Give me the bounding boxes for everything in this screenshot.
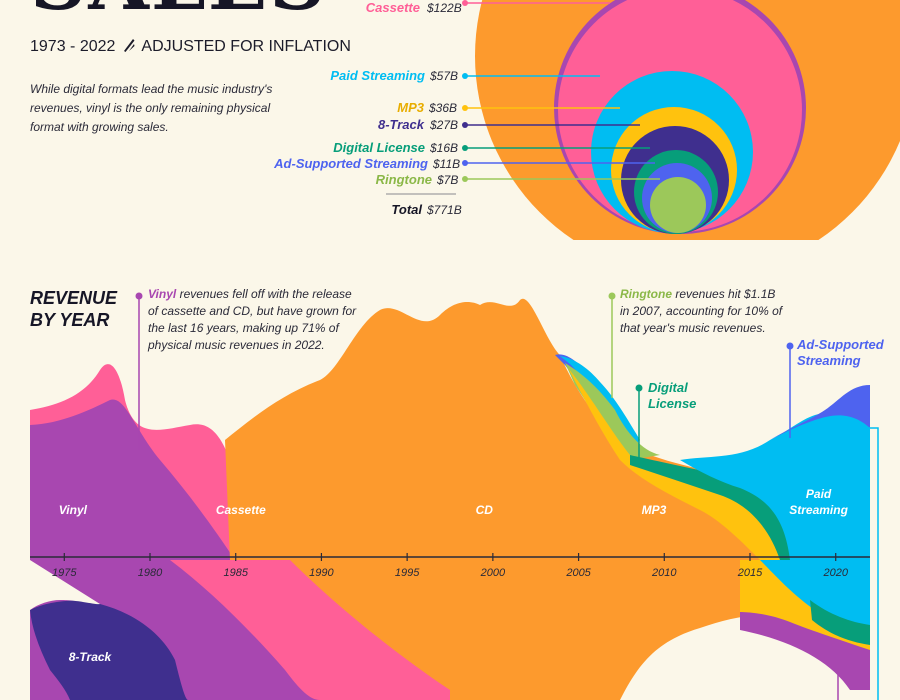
value-ringtone: $7B [437,173,459,187]
annotation-ringtone-name: Ringtone [620,287,672,301]
label-ad-supported: Ad-Supported Streaming [274,156,428,171]
x-tick-label: 1990 [309,567,334,579]
annotation-digital-license: Digital License [648,380,696,412]
series-label-vinyl: Vinyl [58,503,87,517]
label-ringtone: Ringtone [375,172,432,187]
description: While digital formats lead the music ind… [30,82,273,134]
subtitle: 1973 - 2022 ADJUSTED FOR INFLATION [30,38,351,56]
annotation-ad-supported-line1: Ad-Supported [797,337,884,352]
annotation-ad-supported-line2: Streaming [797,353,861,368]
annotation-vinyl-name: Vinyl [148,287,177,301]
stream-upper-mp3 [568,368,800,560]
subtitle-note: ADJUSTED FOR INFLATION [141,38,351,55]
stream-upper-paid [680,410,870,560]
label-digital-license: Digital License [333,140,425,155]
x-tick-label: 1975 [52,567,77,579]
value-cassette: $122B [427,1,462,15]
series-label-paid-streaming: Paid Streaming [789,487,848,517]
section-title-line1: REVENUE [30,288,118,308]
annotation-ringtone-text: revenues hit $1.1B in 2007, accounting f… [620,287,783,335]
value-digital-license: $16B [430,141,459,155]
annotation-digital-license-line1: Digital [648,380,688,395]
bubble-ringtone [650,177,706,233]
stream-upper-ringtone [565,363,660,460]
stream-upper-ad [770,385,870,440]
label-cassette: Cassette [365,0,420,15]
x-tick-label: 2015 [737,567,763,579]
x-tick-label: 2005 [565,567,591,579]
annotation-vinyl-text: revenues fell off with the release of ca… [148,287,357,352]
page-title: SALES [30,0,327,22]
stream-lower-eight-track [30,600,188,700]
x-tick-label: 1985 [223,567,248,579]
value-eight-track: $27B [430,118,459,132]
annotation-digital-license-line2: License [648,396,697,411]
slash-icon [124,39,135,52]
label-total: Total [391,202,422,217]
x-tick-label: 2000 [480,567,506,579]
series-label-8-track: 8-Track [68,650,112,664]
series-label-cassette: Cassette [215,503,266,517]
label-eight-track: 8-Track [377,117,424,132]
value-total: $771B [427,203,462,217]
annotation-vinyl: Vinyl revenues fell off with the release… [148,286,358,354]
series-label-cd: CD [475,503,493,517]
series-label-mp3: MP3 [641,503,667,517]
section-title-line2: BY YEAR [30,310,110,330]
stream-lower-bg [30,560,870,700]
x-tick-label: 1995 [395,567,420,579]
subtitle-years: 1973 - 2022 [30,38,116,55]
annotation-ringtone: Ringtone revenues hit $1.1B in 2007, acc… [620,286,785,337]
stream-lower-digital [810,600,870,645]
value-ad-supported: $11B [433,157,461,171]
label-paid-streaming: Paid Streaming [330,68,425,83]
x-tick-label: 2010 [651,567,677,579]
stream-upper-cd [225,298,760,560]
label-mp3: MP3 [397,100,424,115]
annotation-ad-supported: Ad-Supported Streaming [797,337,884,369]
x-tick-label: 1980 [138,567,163,579]
bubble-chart [386,0,900,240]
section-title: REVENUE BY YEAR [30,287,117,331]
stream-upper-vinyl [30,399,235,560]
value-paid-streaming: $57B [430,69,459,83]
x-tick-label: 2020 [822,567,848,579]
value-mp3: $36B [429,101,458,115]
